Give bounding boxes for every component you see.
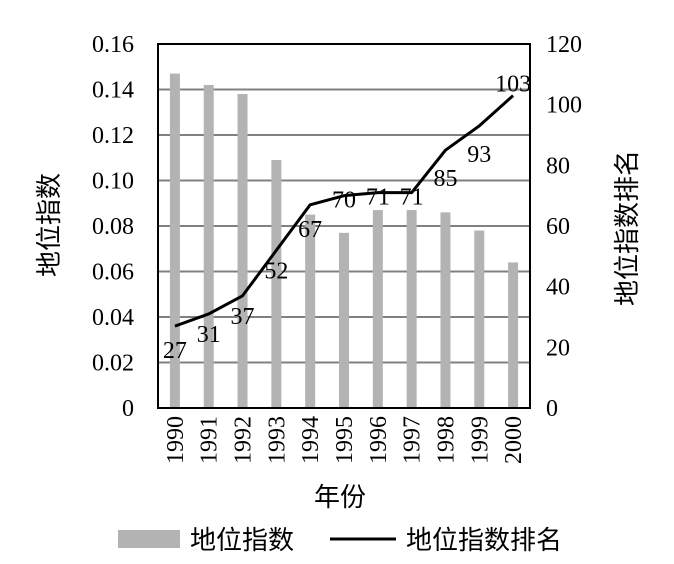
left-tick-label: 0.10: [92, 169, 134, 195]
y-axis-right-title: 地位指数排名: [613, 150, 642, 306]
left-tick-label: 0: [122, 396, 134, 422]
line-data-labels: 27 31 37 52 67 70 71 71 85 93 103: [163, 72, 531, 365]
x-tick-label: 1992: [231, 416, 257, 464]
legend: 地位指数 地位指数排名: [118, 526, 562, 555]
line-data-label: 85: [433, 166, 457, 192]
legend-label-bar: 地位指数: [190, 526, 294, 555]
x-tick-label: 1993: [264, 416, 290, 464]
bar: [237, 94, 248, 409]
y-axis-left-title: 地位指数: [35, 173, 64, 277]
bar: [271, 160, 282, 408]
line-data-label: 52: [264, 258, 288, 284]
right-tick-label: 120: [546, 32, 582, 58]
line-data-label: 70: [332, 188, 356, 214]
x-tick-label: 2000: [501, 416, 527, 464]
line-data-label: 71: [366, 185, 390, 211]
x-axis-ticks: 1990 1991 1992 1993 1994 1995 1996 1997 1998 1999…: [163, 416, 527, 464]
bar: [474, 230, 485, 408]
bar: [406, 210, 417, 408]
x-tick-label: 1998: [433, 416, 459, 464]
x-tick-label: 1997: [400, 416, 426, 464]
bar-series: [169, 73, 519, 409]
right-tick-label: 60: [546, 214, 570, 240]
line-data-label: 67: [298, 217, 322, 243]
x-tick-label: 1991: [197, 416, 223, 464]
x-tick-label: 1995: [332, 416, 358, 464]
line-data-label: 37: [231, 304, 255, 330]
bar: [305, 214, 316, 408]
right-tick-label: 40: [546, 275, 570, 301]
bar: [372, 210, 383, 408]
line-data-label: 71: [400, 185, 424, 211]
line-path: [174, 94, 515, 328]
x-axis-title: 年份: [314, 483, 366, 512]
bar: [508, 262, 519, 408]
x-tick-label: 1990: [163, 416, 189, 464]
x-tick-label: 1994: [298, 416, 324, 464]
left-tick-label: 0.04: [92, 305, 134, 331]
left-tick-label: 0.08: [92, 214, 134, 240]
plot-frame: [157, 43, 531, 409]
left-tick-label: 0.14: [92, 78, 134, 104]
line-data-label: 31: [197, 322, 221, 348]
left-tick-label: 0.02: [92, 351, 134, 377]
left-tick-label: 0.12: [92, 123, 134, 149]
left-axis-ticks: 0 0.02 0.04 0.06 0.08 0.10 0.12 0.14 0.16: [92, 32, 134, 422]
right-tick-label: 0: [546, 396, 558, 422]
left-tick-label: 0.06: [92, 260, 134, 286]
line-data-label: 93: [467, 142, 491, 168]
bar: [440, 212, 451, 408]
legend-label-line: 地位指数排名: [406, 526, 562, 555]
right-axis-ticks: 0 20 40 60 80 100 120: [546, 32, 582, 422]
bar: [339, 232, 349, 408]
x-tick-label: 1999: [467, 416, 493, 464]
line-series: [174, 94, 515, 328]
right-tick-label: 20: [546, 335, 570, 361]
bar: [203, 84, 214, 408]
right-tick-label: 100: [546, 93, 582, 119]
legend-swatch-bar: [118, 530, 180, 548]
right-tick-label: 80: [546, 153, 570, 179]
line-data-label: 27: [163, 338, 187, 364]
line-data-label: 103: [495, 72, 531, 98]
x-tick-label: 1996: [366, 416, 392, 464]
left-tick-label: 0.16: [92, 32, 134, 58]
bar: [169, 73, 180, 408]
